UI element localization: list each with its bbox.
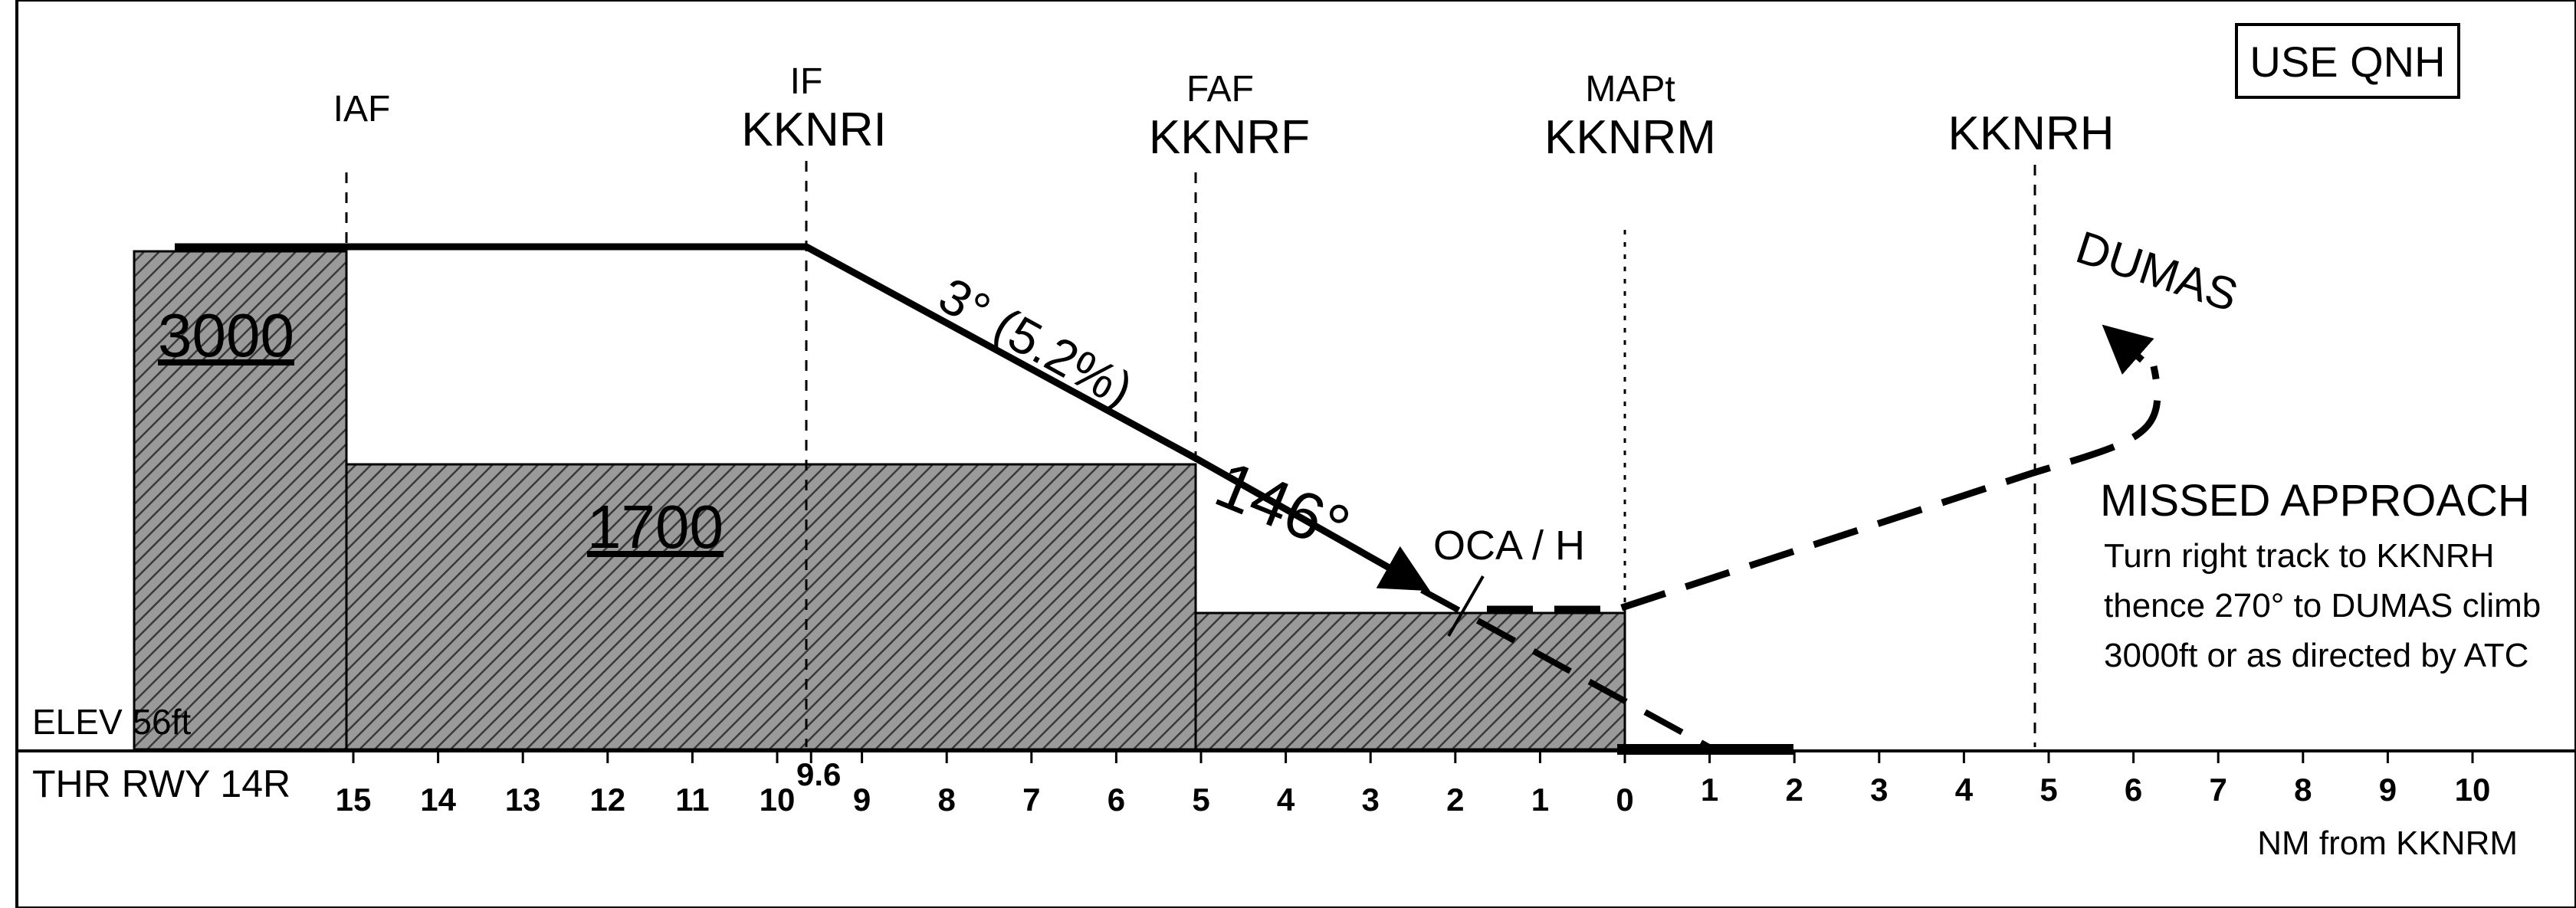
distance-tick-label: 8 — [2294, 772, 2312, 808]
distance-tick-label: 15 — [336, 782, 372, 818]
missed-approach-arrow — [2102, 324, 2154, 375]
distance-tick-label: 0 — [1616, 782, 1633, 818]
distance-tick-label: 10 — [2455, 772, 2491, 808]
faf-fix-id: KKNRF — [1149, 111, 1310, 164]
distance-tick-label: 9 — [2379, 772, 2397, 808]
descent-continuation-path — [1420, 587, 1711, 750]
distance-tick-label: 9 — [853, 782, 871, 818]
distance-tick-label: 2 — [1446, 782, 1464, 818]
use-qnh-label: USE QNH — [2249, 38, 2445, 86]
faf-role-label: FAF — [1186, 69, 1254, 110]
distance-tick-label: 1 — [1701, 772, 1718, 808]
iaf-role-label: IAF — [333, 89, 391, 129]
initial-segment-altitude: 3000 — [158, 301, 294, 369]
missed-approach-path — [1487, 365, 2161, 613]
threshold-label: THR RWY 14R — [32, 762, 290, 805]
final-track-label: 146° — [1206, 447, 1360, 567]
distance-tick-label: 1 — [1531, 782, 1549, 818]
mapt-role-label: MAPt — [1585, 69, 1675, 110]
missed-approach-line-2: thence 270° to DUMAS climb — [2104, 587, 2541, 624]
distance-tick-label: 9.6 — [796, 756, 841, 792]
distance-tick-label: 11 — [675, 782, 709, 818]
intermediate-segment-altitude: 1700 — [587, 493, 724, 561]
distance-unit-label: NM from KKNRM — [2257, 824, 2518, 862]
missed-approach-line-3: 3000ft or as directed by ATC — [2104, 637, 2528, 674]
distance-tick-label: 7 — [2210, 772, 2227, 808]
distance-tick-label: 14 — [420, 782, 456, 818]
initial-segment-obstacle-area — [133, 250, 348, 751]
distance-tick-label: 2 — [1786, 772, 1803, 808]
distance-tick-label: 8 — [938, 782, 956, 818]
missed-approach-line-1: Turn right track to KKNRH — [2104, 537, 2494, 575]
intermediate-segment-obstacle-area — [345, 463, 1197, 751]
use-qnh-box — [2235, 23, 2460, 99]
elevation-label: ELEV 56ft — [32, 702, 191, 742]
oca-h-tick — [1447, 575, 1485, 637]
kknrh-fix-id: KKNRH — [1948, 107, 2114, 160]
missed-approach-title: MISSED APPROACH — [2100, 476, 2530, 526]
distance-tick-label: 6 — [1108, 782, 1125, 818]
distance-tick-label: 12 — [589, 782, 625, 818]
distance-tick-label: 5 — [1192, 782, 1209, 818]
distance-tick-label: 3 — [1362, 782, 1380, 818]
chart-border — [15, 0, 2576, 908]
distance-tick-label: 10 — [760, 782, 796, 818]
oca-h-label: OCA / H — [1433, 523, 1585, 569]
distance-tick-label: 4 — [1277, 782, 1295, 818]
distance-tick-label: 7 — [1022, 782, 1040, 818]
distance-tick-label: 3 — [1870, 772, 1888, 808]
distance-tick-label: 4 — [1955, 772, 1974, 808]
dumas-fix-label: DUMAS — [2070, 221, 2244, 322]
distance-tick-label: 6 — [2125, 772, 2142, 808]
if-role-label: IF — [790, 61, 823, 102]
approach-flight-path — [175, 243, 1198, 461]
distance-tick-label: 13 — [505, 782, 541, 818]
final-segment-obstacle-area — [1194, 611, 1626, 751]
if-fix-id: KKNRI — [741, 103, 886, 156]
glide-path-label: 3° (5.2%) — [930, 267, 1142, 418]
final-approach-path — [1193, 455, 1430, 592]
distance-tick-label: 5 — [2039, 772, 2057, 808]
mapt-fix-id: KKNRM — [1544, 111, 1716, 164]
distance-scale: 15 14 13 12 11 109.69 8 7 6 5 4 3 2 1 0 1 2 3 4 5 6 7 8 9 10 — [336, 751, 2491, 818]
